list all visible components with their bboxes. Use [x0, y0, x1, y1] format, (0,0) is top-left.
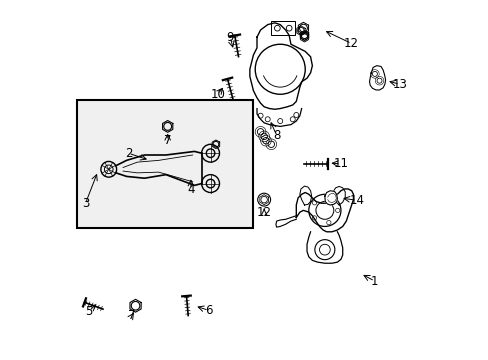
- Text: 12: 12: [256, 206, 271, 219]
- Text: 4: 4: [187, 183, 194, 196]
- Text: 3: 3: [81, 197, 89, 210]
- Text: 11: 11: [333, 157, 348, 170]
- Circle shape: [104, 165, 113, 174]
- Bar: [77, 100, 253, 228]
- Text: 5: 5: [85, 305, 93, 318]
- Text: 7: 7: [163, 134, 171, 147]
- Text: 6: 6: [204, 304, 212, 317]
- Text: 1: 1: [370, 275, 378, 288]
- Text: 8: 8: [272, 129, 280, 142]
- Text: 2: 2: [124, 147, 132, 160]
- Text: 12: 12: [344, 37, 358, 50]
- Text: 10: 10: [210, 88, 224, 101]
- Text: 7: 7: [128, 309, 136, 322]
- Polygon shape: [324, 191, 337, 205]
- Text: 14: 14: [349, 194, 364, 207]
- Text: 13: 13: [392, 78, 407, 91]
- Text: 9: 9: [226, 31, 233, 44]
